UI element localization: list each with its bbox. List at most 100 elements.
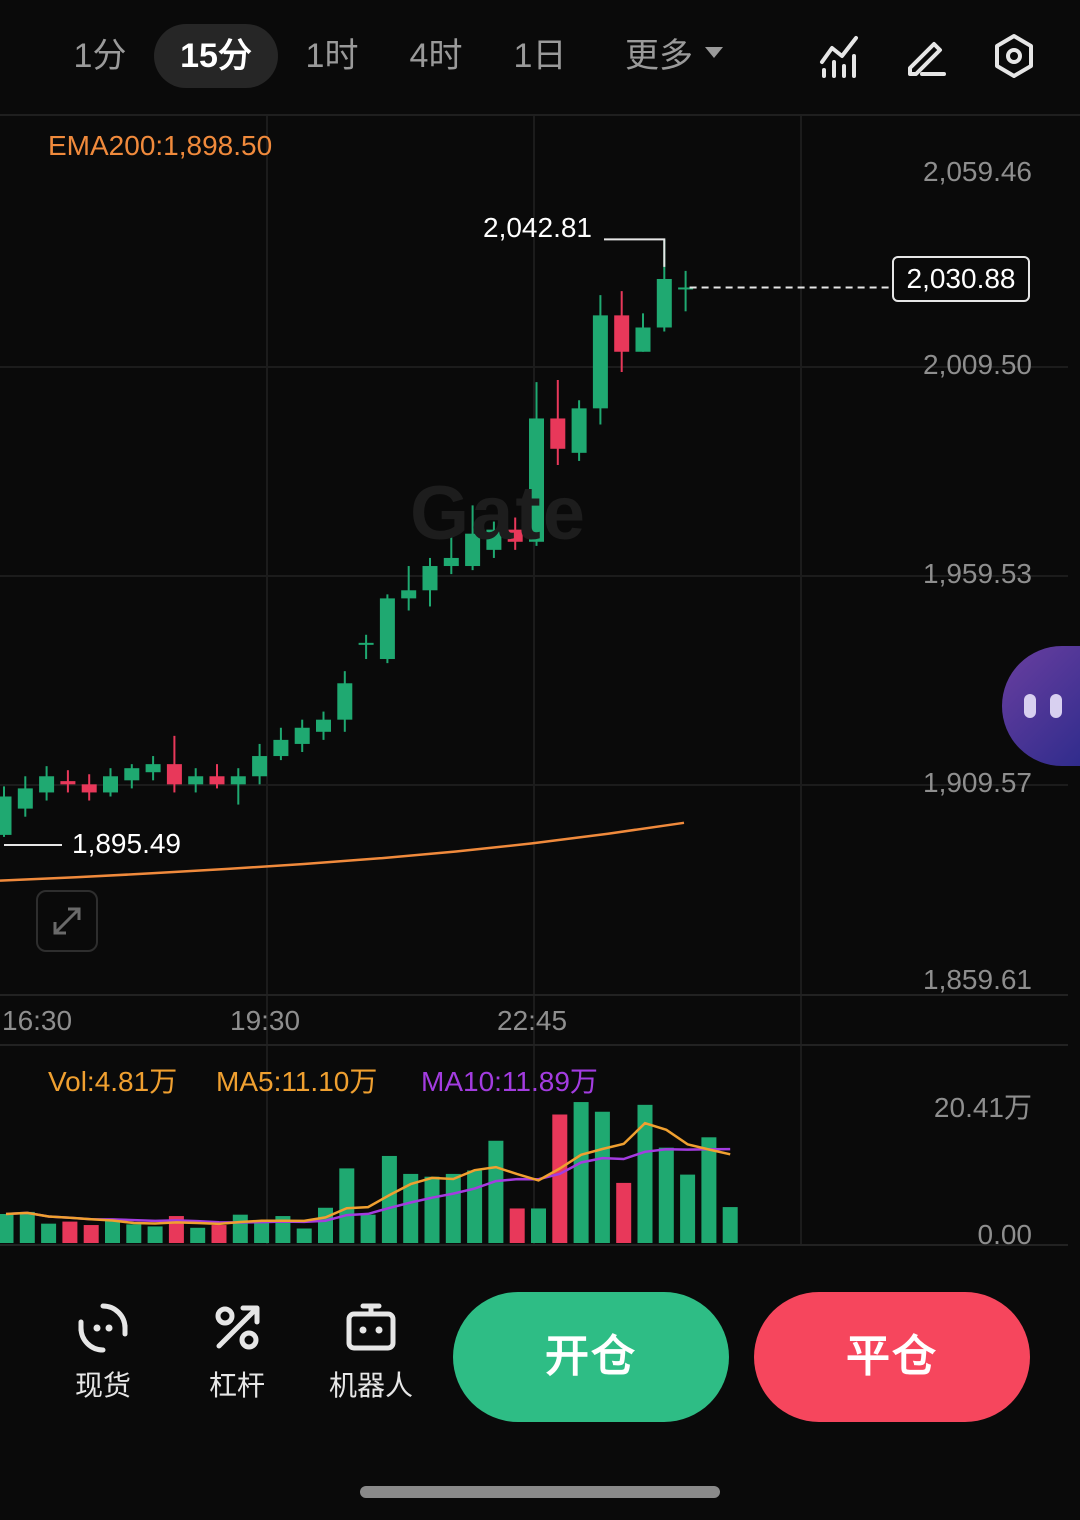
interval-1h[interactable]: 1时 (305, 37, 359, 75)
leverage-label: 杠杆 (208, 1370, 265, 1401)
price-markers (4, 238, 892, 846)
vol-label: Vol:4.81万 (48, 1066, 178, 1097)
interval-4h[interactable]: 4时 (409, 37, 463, 75)
toolbar-divider (0, 114, 1080, 116)
leverage-icon (215, 1305, 260, 1350)
ema200-line (0, 821, 685, 882)
volume-bar (211, 1225, 227, 1243)
volume-axis-max: 20.41万 (933, 1092, 1032, 1123)
time-axis-label: 22:45 (497, 1005, 568, 1036)
spot-icon (78, 1303, 128, 1353)
volume-bar (467, 1170, 483, 1243)
candle-body (294, 727, 310, 744)
candle-body (635, 327, 651, 352)
volume-bar (424, 1176, 440, 1243)
volume-bar (339, 1168, 355, 1243)
time-axis-label: 19:30 (230, 1005, 301, 1036)
candle-body (81, 784, 97, 793)
candle-body (571, 408, 587, 453)
spot-button[interactable]: 现货 (48, 1300, 158, 1404)
candle-body (550, 418, 566, 449)
volume-bar (701, 1137, 717, 1243)
candle-body (166, 764, 182, 785)
volume-bar (573, 1102, 589, 1243)
candle-body (379, 598, 395, 660)
price-axis-label: 1,909.57 (923, 767, 1032, 798)
high-marker-line (604, 238, 666, 267)
volume-bar (147, 1226, 163, 1243)
candle-body (358, 642, 374, 645)
volume-bar (637, 1104, 653, 1243)
candle-body (507, 529, 523, 542)
volume-bar (83, 1225, 99, 1243)
high-price-marker: 2,042.81 (483, 212, 592, 243)
interval-more[interactable]: 更多 (614, 24, 734, 88)
watermark-logo: Gate (410, 471, 587, 556)
interval-toolbar: 1分 15分 1时 4时 1日 更多 (0, 0, 1080, 112)
volume-bar (658, 1147, 674, 1243)
candle-body (422, 566, 438, 591)
robot-button[interactable]: 机器人 (316, 1300, 426, 1404)
volume-bar (552, 1114, 568, 1243)
ema200-label: EMA200:1,898.50 (48, 130, 273, 161)
chart-grid (0, 116, 1068, 1246)
candlestick-chart[interactable] (0, 116, 1080, 1250)
robot-label: 机器人 (328, 1370, 413, 1401)
chevron-down-icon (705, 46, 723, 58)
assistant-eye-icon (1050, 694, 1062, 718)
candle-body (656, 278, 672, 328)
price-axis-label: 1,959.53 (923, 558, 1032, 589)
candle-body (678, 287, 694, 290)
candle-body (252, 756, 268, 777)
candle-body (17, 788, 33, 809)
settings-icon[interactable] (988, 30, 1040, 82)
volume-bars (0, 1102, 738, 1243)
volume-bar (360, 1214, 376, 1243)
volume-bar (531, 1208, 546, 1243)
interval-more-label: 更多 (625, 37, 693, 75)
fullscreen-button[interactable] (36, 890, 98, 952)
volume-bar (0, 1213, 14, 1243)
candle-body (124, 768, 140, 781)
candle-body (529, 418, 544, 542)
close-position-button[interactable]: 平仓 (754, 1292, 1030, 1422)
candle-body (443, 557, 459, 567)
candle-body (401, 590, 417, 599)
candle-body (592, 315, 608, 409)
volume-bar (722, 1207, 738, 1243)
interval-1m[interactable]: 1分 (73, 37, 127, 75)
candle-body (273, 739, 289, 757)
volume-bar (318, 1207, 333, 1243)
volume-bar (19, 1211, 35, 1243)
price-axis-label: 2,059.46 (923, 156, 1032, 187)
price-axis-label: 1,859.61 (923, 964, 1032, 995)
candle-body (209, 776, 225, 785)
robot-icon (346, 1303, 396, 1351)
draw-icon[interactable] (900, 30, 952, 82)
volume-bar (680, 1174, 696, 1243)
volume-bar (296, 1228, 312, 1243)
volume-bar (616, 1182, 632, 1243)
candle-body (39, 776, 55, 793)
volume-bar (126, 1224, 142, 1243)
expand-icon (53, 907, 81, 935)
indicators-icon[interactable] (814, 30, 866, 82)
interval-15m[interactable]: 15分 (154, 24, 278, 88)
candle-body (188, 776, 204, 785)
leverage-button[interactable]: 杠杆 (182, 1300, 292, 1404)
candle-body (60, 781, 76, 785)
time-axis-label: 16:30 (2, 1005, 73, 1036)
volume-bar (62, 1221, 78, 1243)
spot-label: 现货 (74, 1370, 131, 1401)
candle-body (337, 683, 353, 720)
current-price-tag[interactable]: 2,030.88 (892, 256, 1030, 302)
volume-bar (41, 1223, 57, 1243)
volume-bar (232, 1214, 248, 1243)
ma10-path (5, 1147, 731, 1224)
interval-1d[interactable]: 1日 (513, 37, 567, 75)
volume-bar (381, 1155, 397, 1243)
candles (0, 239, 694, 837)
volume-bar (105, 1220, 120, 1243)
open-position-button[interactable]: 开仓 (453, 1292, 729, 1422)
ma5-path (5, 1121, 731, 1226)
